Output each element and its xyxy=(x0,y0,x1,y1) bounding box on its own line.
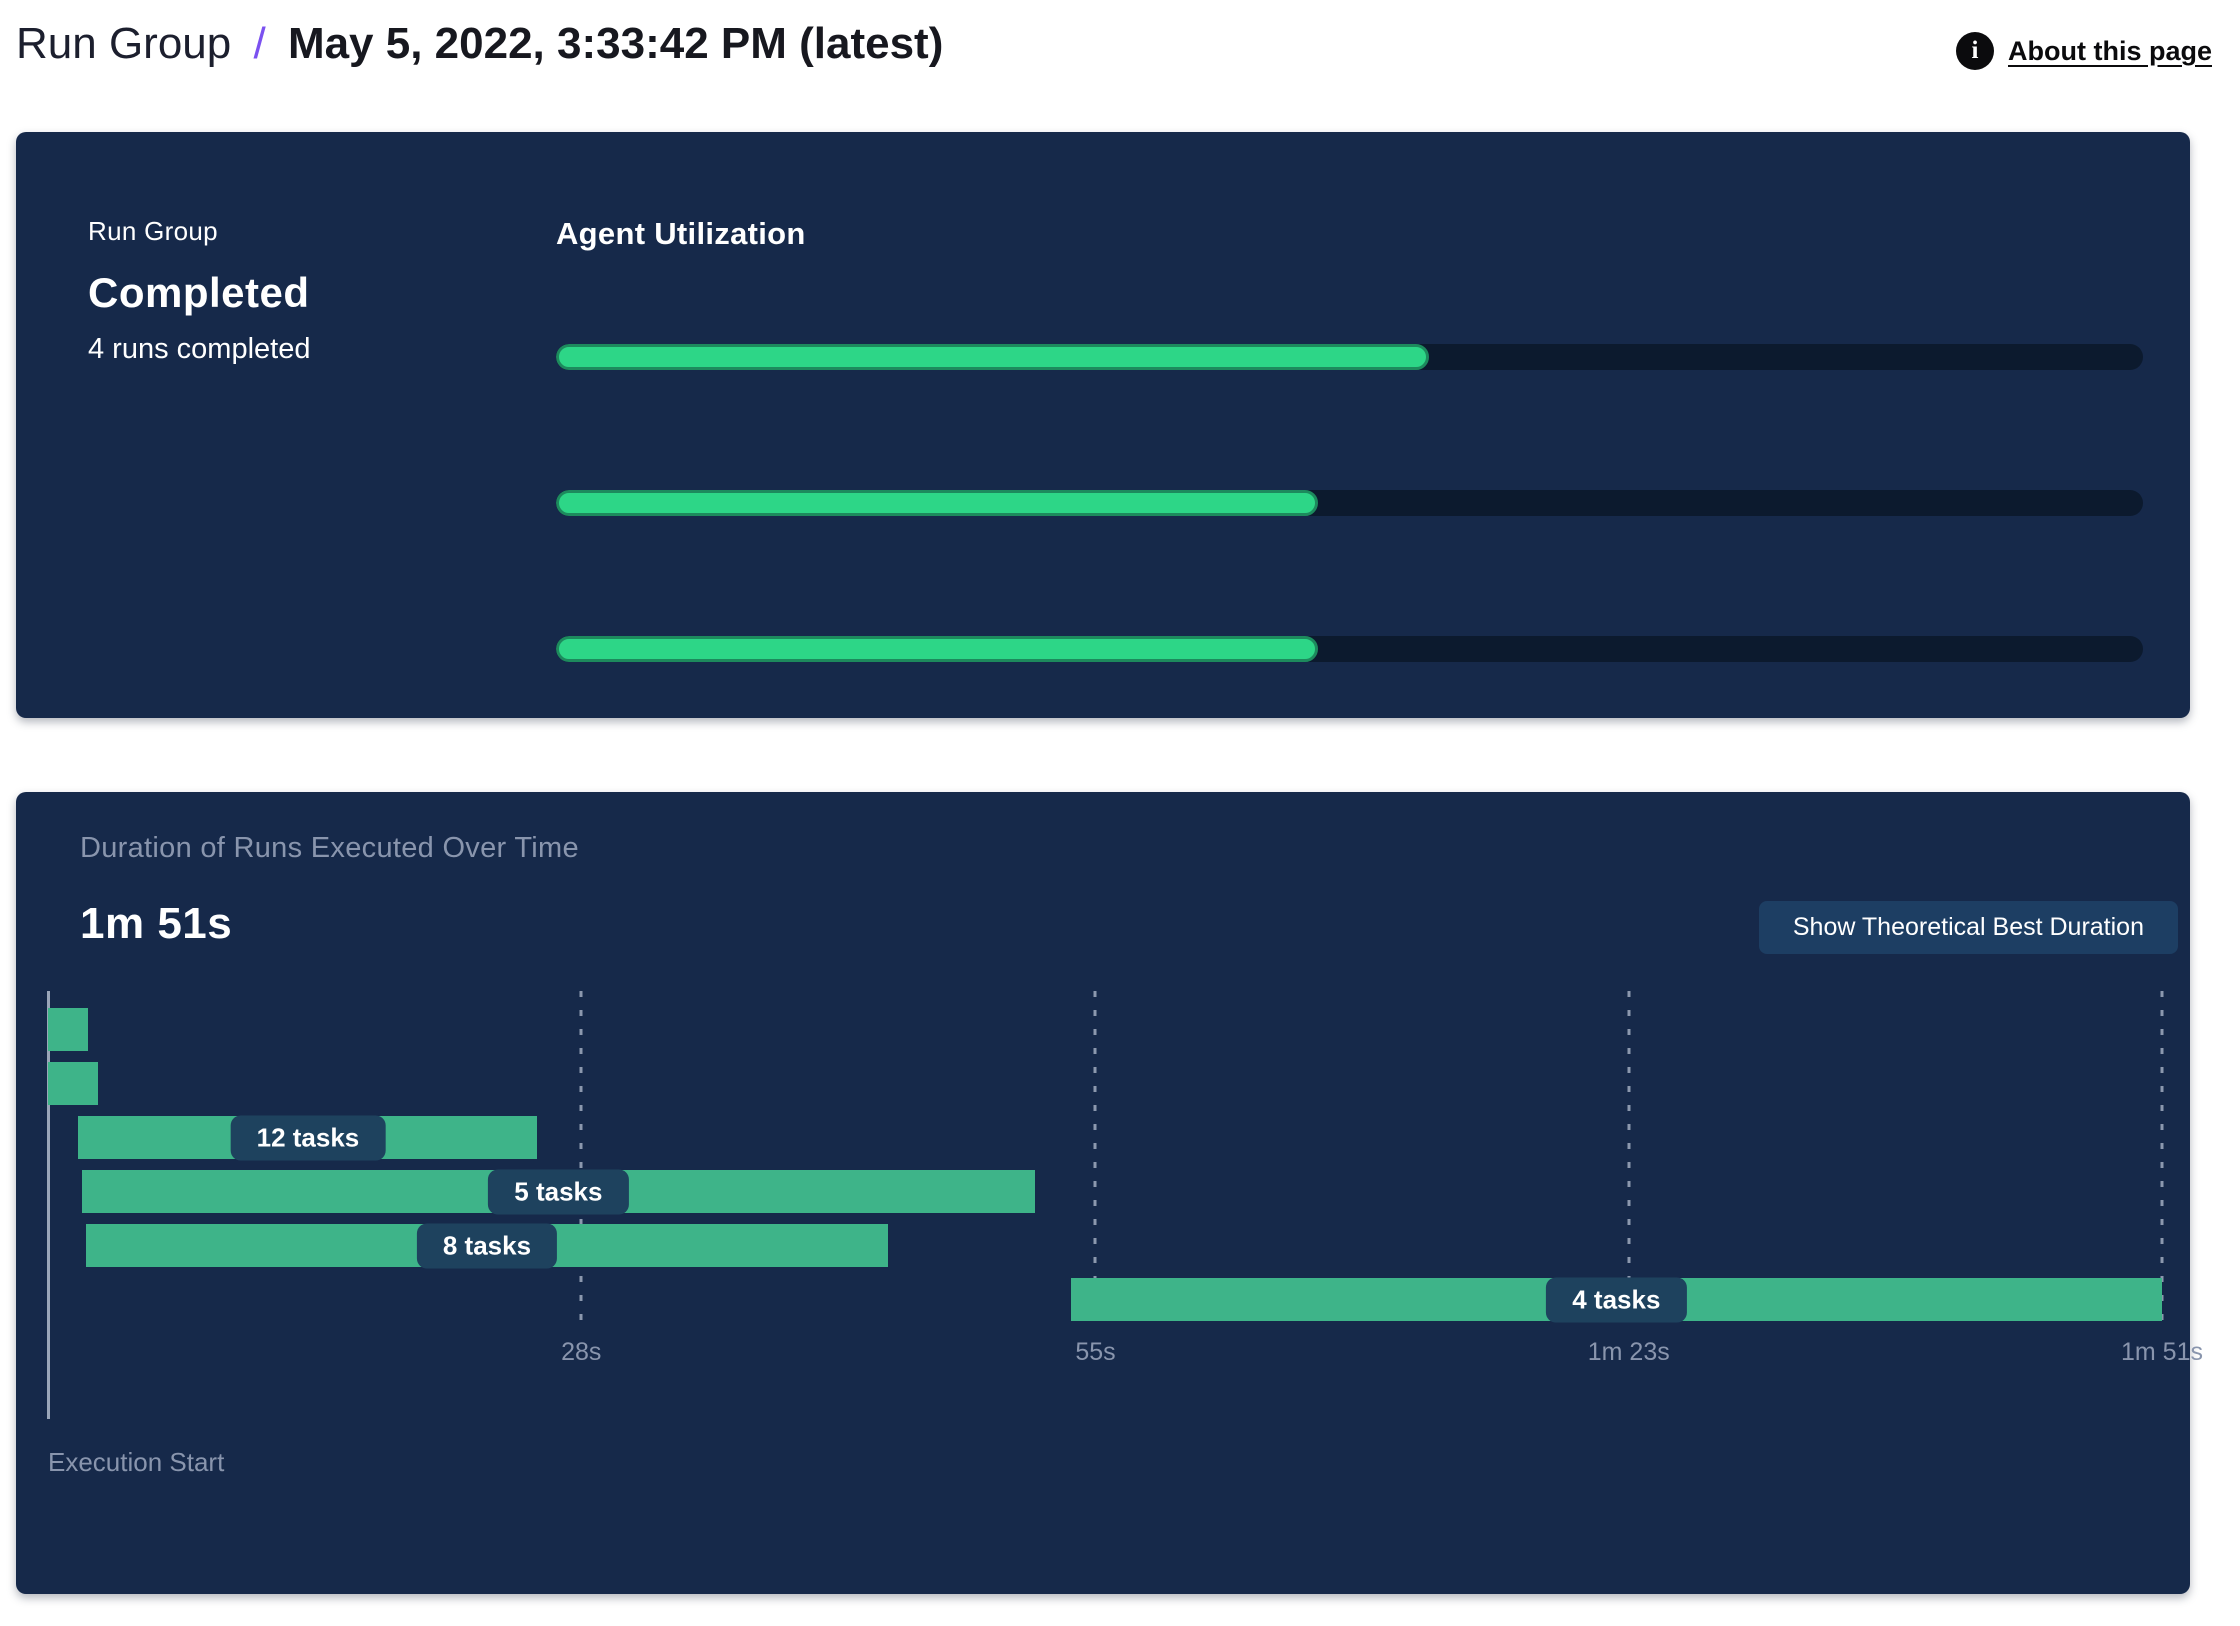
run-group-kicker: Run Group xyxy=(88,216,218,246)
agent-label-separator xyxy=(556,444,574,476)
agent-row-labels xyxy=(556,590,2143,623)
info-icon: i xyxy=(1956,32,1994,70)
gantt-gridline-1m-23s xyxy=(1627,991,1631,1331)
gantt-axis-tick-label: 55s xyxy=(1075,1338,1116,1366)
run-group-status-panel: Run Group Completed 4 runs completed xyxy=(88,216,556,718)
agent-utilization-panel: Agent Utilization xyxy=(556,216,2143,718)
agent-label xyxy=(556,590,574,623)
agent-utilization-title: Agent Utilization xyxy=(556,216,806,251)
run-duration-bar-row-5[interactable]: 8 tasks xyxy=(86,1223,888,1268)
agent-row-labels xyxy=(556,444,2143,477)
runs-gantt-chart: 28s 55s 1m 23s 1m 51s 12 tasks 5 tasks 8 tasks… xyxy=(47,991,2203,1419)
agent-utilization-fill xyxy=(556,490,1318,516)
run-tasks-count-badge: 8 tasks xyxy=(416,1223,558,1268)
about-this-page-link[interactable]: About this page xyxy=(2008,35,2212,66)
duration-chart-title: Duration of Runs Executed Over Time xyxy=(80,832,579,864)
agent-utilization-row xyxy=(556,590,2143,662)
run-duration-bar-row-4[interactable]: 5 tasks xyxy=(82,1169,1035,1214)
gantt-axis-tick-label: 1m 23s xyxy=(1587,1338,1670,1366)
gantt-axis-tick-label: 1m 51s xyxy=(2121,1338,2203,1366)
show-theoretical-best-duration-button[interactable]: Show Theoretical Best Duration xyxy=(1758,901,2178,954)
run-duration-bar-row-6[interactable]: 4 tasks xyxy=(1070,1277,2162,1322)
run-tasks-count-badge: 4 tasks xyxy=(1546,1277,1687,1322)
run-tasks-count-badge: 5 tasks xyxy=(488,1169,629,1214)
agent-utilization-track xyxy=(556,636,2143,662)
run-tasks-count-badge: 12 tasks xyxy=(230,1115,386,1160)
gantt-gridline-55s xyxy=(1093,991,1097,1331)
gantt-gridline-1m-51s xyxy=(2160,991,2164,1331)
page-header: Run Group / May 5, 2022, 3:33:42 PM (lat… xyxy=(0,0,2240,132)
agent-utilization-track xyxy=(556,344,2143,370)
gantt-axis-tick-label: 28s xyxy=(561,1338,602,1366)
agent-label xyxy=(556,298,574,331)
run-group-status: Completed xyxy=(88,269,310,316)
execution-start-axis-line xyxy=(47,991,50,1419)
run-group-summary-card: Run Group Completed 4 runs completed Age… xyxy=(16,132,2190,718)
breadcrumb-run-group[interactable]: Run Group xyxy=(16,19,232,68)
agent-label xyxy=(556,444,574,477)
breadcrumb-separator: / xyxy=(253,19,266,68)
run-duration-bar-row-1[interactable] xyxy=(48,1008,88,1051)
breadcrumb-current-run: May 5, 2022, 3:33:42 PM (latest) xyxy=(287,19,944,68)
gantt-gridline-28s xyxy=(579,991,583,1331)
runs-completed-count: 4 runs completed xyxy=(88,333,311,365)
execution-start-label: Execution Start xyxy=(48,1447,225,1477)
agent-utilization-fill xyxy=(556,636,1318,662)
agent-utilization-row xyxy=(556,444,2143,516)
total-duration-value: 1m 51s xyxy=(80,899,233,948)
duration-chart-card: Duration of Runs Executed Over Time 1m 5… xyxy=(16,792,2203,1594)
agent-label-separator xyxy=(556,590,574,622)
agent-row-labels xyxy=(556,298,2143,331)
agent-utilization-list xyxy=(556,298,2143,662)
agent-utilization-fill xyxy=(556,344,1429,370)
agent-label-separator xyxy=(556,298,574,330)
about-this-page[interactable]: i About this page xyxy=(1956,32,2212,70)
agent-utilization-track xyxy=(556,490,2143,516)
agent-utilization-row xyxy=(556,298,2143,370)
run-duration-bar-row-3[interactable]: 12 tasks xyxy=(78,1115,538,1160)
page-title: Run Group / May 5, 2022, 3:33:42 PM (lat… xyxy=(16,18,943,71)
run-duration-bar-row-2[interactable] xyxy=(48,1062,98,1105)
